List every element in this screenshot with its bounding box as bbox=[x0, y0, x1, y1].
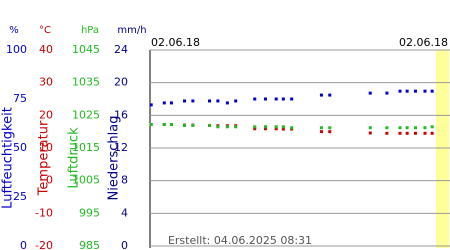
date-right: 02.06.18 bbox=[399, 36, 448, 49]
footer: Erstellt: 04.06.2025 08:31 bbox=[168, 234, 312, 247]
y-tick-label: 0 bbox=[121, 239, 128, 250]
y-tick-label: 0 bbox=[46, 174, 53, 187]
data-point bbox=[328, 130, 332, 134]
y-tick-label: 10 bbox=[39, 141, 53, 154]
y-tick-label: 1015 bbox=[72, 141, 100, 154]
y-tick-label: 30 bbox=[39, 76, 53, 89]
y-tick-label: 1045 bbox=[72, 43, 100, 56]
data-point bbox=[149, 122, 153, 126]
axis-unit: mm/h bbox=[117, 25, 146, 36]
axis-unit: % bbox=[9, 25, 19, 36]
data-point bbox=[225, 125, 229, 129]
data-point bbox=[169, 122, 173, 126]
axis-unit: hPa bbox=[81, 25, 99, 36]
data-point bbox=[263, 97, 267, 101]
data-point bbox=[162, 101, 166, 105]
data-point bbox=[183, 123, 187, 127]
data-point bbox=[274, 97, 278, 101]
data-point bbox=[253, 125, 257, 129]
data-point bbox=[398, 126, 402, 130]
data-point bbox=[413, 131, 417, 135]
y-tick-label: 16 bbox=[114, 108, 128, 121]
data-point bbox=[191, 123, 195, 127]
data-point bbox=[281, 127, 285, 131]
data-point bbox=[385, 126, 389, 130]
data-point bbox=[274, 127, 278, 131]
data-point bbox=[413, 126, 417, 130]
data-point bbox=[208, 99, 212, 103]
data-point bbox=[281, 97, 285, 101]
data-point bbox=[423, 126, 427, 130]
y-tick-label: 8 bbox=[121, 174, 128, 187]
axis-title: Niederschlag bbox=[107, 116, 122, 201]
data-point bbox=[368, 91, 372, 95]
data-point bbox=[423, 131, 427, 135]
data-point bbox=[216, 99, 220, 103]
data-point bbox=[319, 130, 323, 134]
y-tick-label: 100 bbox=[6, 43, 27, 56]
axis-title: Luftfeuchtigkeit bbox=[1, 107, 16, 209]
data-point bbox=[169, 101, 173, 105]
data-point bbox=[225, 101, 229, 105]
y-tick-label: 20 bbox=[114, 76, 128, 89]
y-tick-label: 12 bbox=[114, 141, 128, 154]
data-point bbox=[398, 131, 402, 135]
data-point bbox=[430, 125, 434, 129]
axis-unit: °C bbox=[39, 25, 51, 36]
data-point bbox=[162, 122, 166, 126]
y-tick-label: 20 bbox=[39, 108, 53, 121]
data-point bbox=[234, 99, 238, 103]
y-tick-label: 4 bbox=[121, 206, 128, 219]
data-point bbox=[328, 126, 332, 130]
data-point bbox=[385, 91, 389, 95]
highlight-band bbox=[436, 50, 449, 248]
data-point bbox=[263, 125, 267, 129]
date-left: 02.06.18 bbox=[151, 36, 200, 49]
data-point bbox=[413, 89, 417, 93]
data-point bbox=[368, 126, 372, 130]
y-tick-label: 75 bbox=[13, 92, 27, 105]
y-tick-label: 1005 bbox=[72, 174, 100, 187]
data-point bbox=[423, 89, 427, 93]
data-point bbox=[385, 131, 389, 135]
y-tick-label: 24 bbox=[114, 43, 128, 56]
y-tick-label: 995 bbox=[79, 206, 100, 219]
y-tick-label: 1025 bbox=[72, 108, 100, 121]
data-point bbox=[149, 103, 153, 107]
y-tick-label: -20 bbox=[35, 239, 53, 250]
y-tick-label: 25 bbox=[13, 190, 27, 203]
y-tick-label: 1035 bbox=[72, 76, 100, 89]
axis-title: Luftdruck bbox=[67, 127, 82, 189]
y-tick-label: 40 bbox=[39, 43, 53, 56]
data-point bbox=[191, 99, 195, 103]
plot-area bbox=[150, 50, 450, 250]
data-point bbox=[263, 127, 267, 131]
y-tick-label: 50 bbox=[13, 141, 27, 154]
data-point bbox=[216, 125, 220, 129]
data-point bbox=[234, 125, 238, 129]
data-point bbox=[328, 93, 332, 97]
data-point bbox=[183, 99, 187, 103]
data-point bbox=[398, 89, 402, 93]
data-point bbox=[405, 131, 409, 135]
axis-title: Temperatur bbox=[37, 120, 52, 196]
data-point bbox=[430, 131, 434, 135]
data-point bbox=[319, 126, 323, 130]
data-point bbox=[430, 89, 434, 93]
data-point bbox=[319, 93, 323, 97]
data-point bbox=[405, 126, 409, 130]
data-point bbox=[253, 127, 257, 131]
data-point bbox=[290, 126, 294, 130]
data-point bbox=[405, 89, 409, 93]
data-point bbox=[368, 131, 372, 135]
y-tick-label: 985 bbox=[79, 239, 100, 250]
data-point bbox=[208, 123, 212, 127]
y-tick-label: -10 bbox=[35, 206, 53, 219]
data-point bbox=[253, 97, 257, 101]
data-point bbox=[290, 97, 294, 101]
data-point bbox=[281, 125, 285, 129]
y-tick-label: 0 bbox=[20, 239, 27, 250]
data-point bbox=[274, 125, 278, 129]
